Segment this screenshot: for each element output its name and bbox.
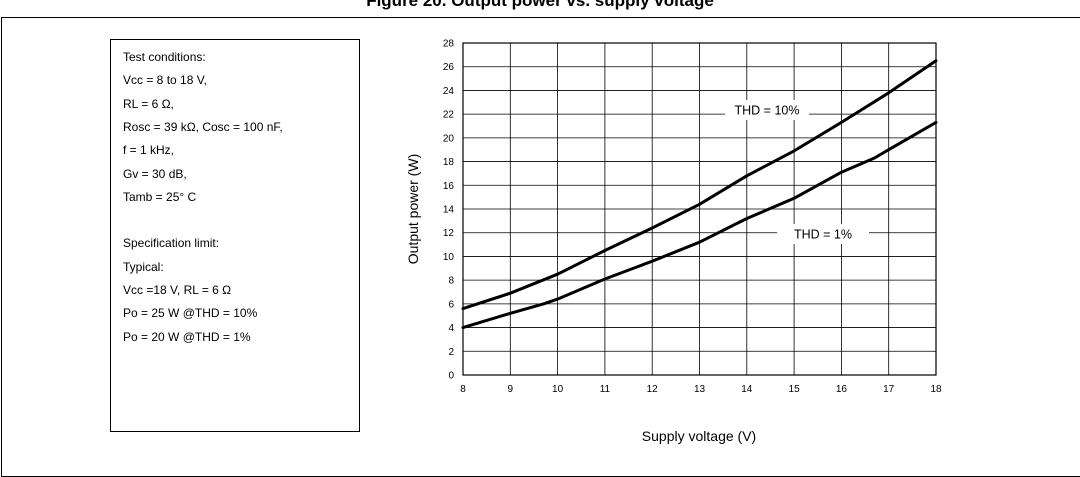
y-tick-label: 24 bbox=[443, 86, 455, 97]
condition-line: Tamb = 25° C bbox=[123, 189, 197, 204]
condition-line: Gv = 30 dB, bbox=[123, 166, 187, 181]
y-tick-label: 12 bbox=[443, 228, 455, 239]
y-tick-label: 22 bbox=[443, 110, 455, 121]
y-tick-label: 2 bbox=[448, 347, 454, 358]
thd-1-annotation: THD = 1% bbox=[794, 228, 852, 242]
condition-line: Rosc = 39 kΩ, Cosc = 100 nF, bbox=[123, 119, 283, 134]
x-tick-label: 9 bbox=[508, 384, 514, 395]
condition-line: Vcc = 8 to 18 V, bbox=[123, 73, 207, 88]
condition-line: Vcc =18 V, RL = 6 Ω bbox=[123, 283, 232, 297]
x-tick-label: 8 bbox=[460, 384, 466, 395]
condition-line: RL = 6 Ω, bbox=[123, 96, 174, 111]
condition-line: Test conditions: bbox=[123, 50, 206, 64]
x-tick-label: 18 bbox=[930, 384, 942, 395]
x-tick-label: 16 bbox=[836, 384, 848, 395]
thd-10-annotation: THD = 10% bbox=[735, 104, 800, 118]
series-annotations: THD = 10% THD = 1% bbox=[725, 100, 869, 244]
test-conditions-box: Test conditions: Vcc = 8 to 18 V, RL = 6 Ω… bbox=[110, 39, 360, 432]
thd-10-line bbox=[461, 59, 938, 311]
y-tick-label: 14 bbox=[443, 205, 455, 216]
y-tick-label: 10 bbox=[443, 252, 455, 263]
condition-line: Po = 20 W @THD = 1% bbox=[123, 329, 251, 344]
x-tick-label: 14 bbox=[741, 384, 753, 395]
series-lines bbox=[461, 59, 938, 330]
annotation-background bbox=[777, 224, 869, 244]
x-tick-label: 12 bbox=[647, 384, 659, 395]
condition-line: Specification limit: bbox=[123, 236, 220, 251]
y-tick-label: 16 bbox=[443, 181, 455, 192]
y-tick-label: 4 bbox=[448, 323, 454, 334]
y-tick-label: 26 bbox=[443, 62, 455, 73]
x-tick-label: 11 bbox=[600, 384, 611, 395]
x-tick-labels: 8 9 10 11 12 13 14 15 16 17 18 bbox=[460, 384, 942, 395]
y-tick-label: 6 bbox=[448, 299, 454, 310]
y-tick-label: 28 bbox=[443, 39, 455, 50]
y-tick-label: 18 bbox=[443, 157, 455, 168]
chart-grid bbox=[462, 42, 937, 376]
plot-area-border bbox=[462, 42, 937, 376]
annotation-background bbox=[725, 100, 809, 120]
condition-line: Po = 25 W @THD = 10% bbox=[123, 306, 258, 321]
thd-1-line bbox=[461, 120, 938, 330]
condition-line: f = 1 kHz, bbox=[123, 143, 175, 158]
x-axis-label: Supply voltage (V) bbox=[642, 428, 756, 444]
y-axis-label: Output power (W) bbox=[405, 154, 421, 264]
figure-title: Figure 20. Output power vs. supply volta… bbox=[366, 0, 714, 10]
y-tick-label: 8 bbox=[448, 276, 454, 287]
x-tick-label: 10 bbox=[552, 384, 564, 395]
y-tick-label: 20 bbox=[443, 133, 455, 144]
y-tick-label: 0 bbox=[448, 371, 454, 382]
condition-line: Typical: bbox=[123, 259, 164, 274]
x-tick-label: 17 bbox=[883, 384, 895, 395]
x-tick-label: 15 bbox=[789, 384, 801, 395]
x-tick-label: 13 bbox=[694, 384, 706, 395]
